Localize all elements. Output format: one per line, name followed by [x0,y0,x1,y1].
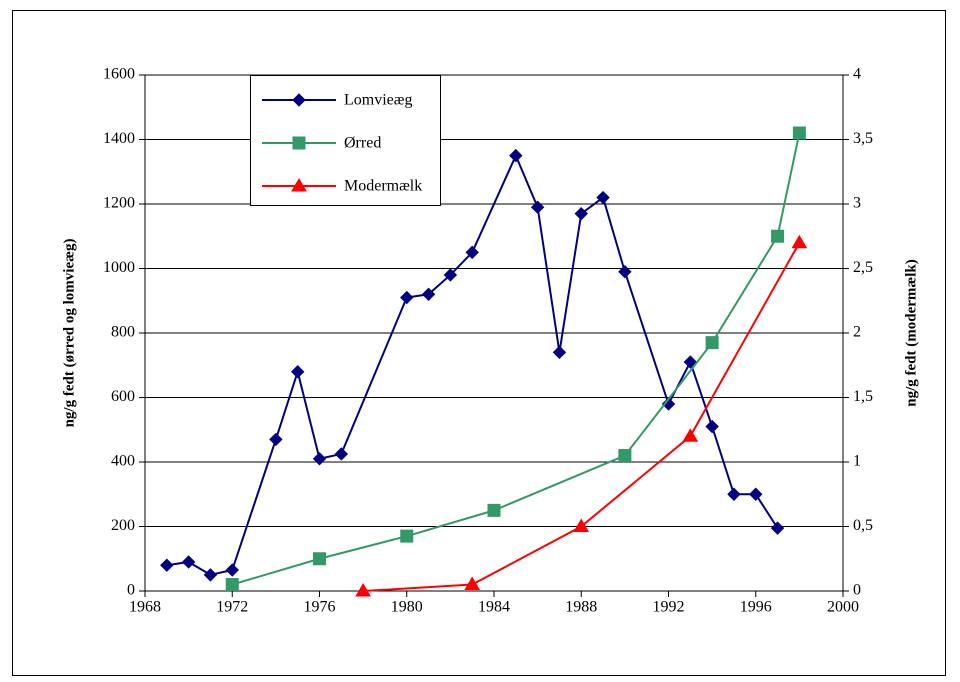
marker [465,245,479,260]
x-tick-label: 1988 [565,599,597,616]
marker [203,568,218,582]
y2-tick-label: 3 [853,195,861,212]
marker [552,345,567,360]
marker [705,336,719,350]
x-tick-label: 1976 [304,599,336,616]
marker [290,364,305,379]
x-tick-label: 1984 [478,599,510,616]
x-tick-label: 1996 [740,599,772,616]
marker [791,234,808,249]
x-tick-label: 1972 [216,599,248,616]
y-tick-label: 0 [127,582,135,599]
marker [421,287,436,302]
marker [573,518,590,532]
marker [225,578,239,592]
marker [618,265,632,279]
legend-label: Lomvieæg [344,92,412,109]
x-tick-label: 1992 [653,599,685,616]
marker [487,503,501,517]
marker [683,355,698,369]
series-line [166,153,779,576]
marker [292,93,306,107]
x-tick-label: 1968 [129,599,161,616]
marker [509,148,523,163]
marker [313,552,326,566]
y2-tick-label: 2 [853,324,861,341]
y2-tick-label: 2,5 [853,259,873,276]
marker [618,449,632,463]
marker [292,136,306,150]
y-tick-label: 1600 [103,66,135,83]
chart-border [12,10,946,676]
marker [334,447,349,461]
y2-tick-label: 1 [853,453,861,470]
marker [181,555,196,569]
marker [400,290,414,305]
legend-label: Ørred [344,135,381,152]
y-tick-label: 600 [111,388,135,405]
marker [400,529,414,543]
marker [312,452,327,466]
legend-box [250,75,441,206]
marker [269,432,283,447]
marker [160,558,174,572]
y-tick-label: 1200 [103,195,135,212]
y-axis-label: ng/g fedt (ørred og lomvieæg) [61,239,77,428]
marker [705,419,719,434]
y-tick-label: 1000 [103,259,135,276]
marker [682,428,699,442]
marker [464,576,481,591]
marker [355,583,371,597]
marker [443,268,458,282]
series-line [231,132,801,586]
y2-tick-label: 1,5 [853,388,873,405]
y-tick-label: 800 [111,324,135,341]
y2-tick-label: 0 [853,582,861,599]
y2-tick-label: 3,5 [853,130,873,147]
marker [770,521,785,535]
marker [574,206,588,221]
y2-tick-label: 0,5 [853,517,873,534]
marker [596,190,610,205]
marker [225,563,239,577]
x-tick-label: 1980 [391,599,423,616]
legend-label: Modermælk [344,178,422,195]
x-tick-label: 2000 [827,599,859,616]
marker [727,487,741,501]
marker [792,126,806,140]
y2-tick-label: 4 [853,66,861,83]
y2-axis-label: ng/g fedt (modermælk) [903,259,919,406]
marker [771,229,785,243]
y-tick-label: 400 [111,453,135,470]
marker [291,178,307,192]
marker [661,397,676,411]
y-tick-label: 1400 [103,130,135,147]
y-tick-label: 200 [111,517,135,534]
marker [749,487,763,501]
marker [530,200,545,214]
